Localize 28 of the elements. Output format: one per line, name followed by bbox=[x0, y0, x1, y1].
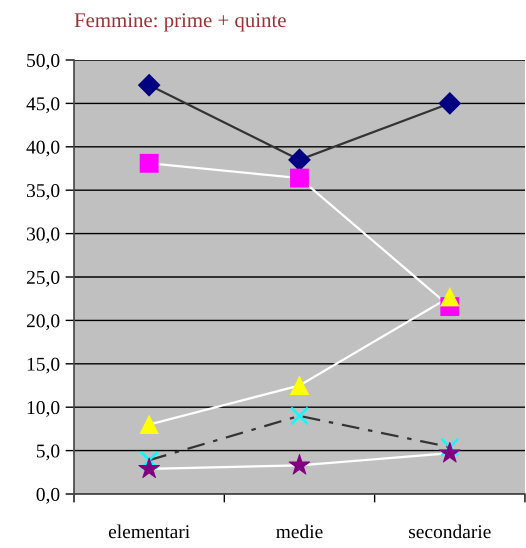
point bbox=[290, 406, 310, 426]
point bbox=[138, 457, 160, 478]
x-tick-label: elementari bbox=[108, 524, 190, 538]
y-tick-label: 25,0 bbox=[26, 270, 60, 287]
y-tick-label: 40,0 bbox=[26, 140, 60, 157]
y-tick-label: 10,0 bbox=[28, 401, 60, 417]
point bbox=[290, 376, 309, 395]
point bbox=[290, 168, 309, 188]
chart-title: Femmine: prime + quinte bbox=[74, 13, 286, 32]
point bbox=[288, 454, 310, 475]
y-tick-label: 0,0 bbox=[36, 488, 60, 504]
point bbox=[140, 415, 159, 434]
point bbox=[140, 154, 159, 173]
y-tick-label: 15,0 bbox=[28, 358, 60, 374]
point bbox=[438, 92, 462, 115]
x-tick-label: medie bbox=[276, 524, 323, 538]
point bbox=[438, 442, 461, 463]
point bbox=[138, 74, 160, 96]
point bbox=[140, 450, 159, 470]
y-tick-label: 30,0 bbox=[27, 227, 60, 244]
y-tick-label: 35,0 bbox=[27, 184, 60, 200]
x-tick-label: secondarie bbox=[409, 524, 491, 538]
point bbox=[440, 438, 460, 457]
y-tick-label: 50,0 bbox=[27, 54, 60, 70]
y-tick-label: 5,0 bbox=[36, 444, 60, 460]
y-tick-label: 45,0 bbox=[26, 97, 60, 114]
point bbox=[440, 288, 460, 306]
y-tick-label: 20,0 bbox=[26, 314, 60, 330]
